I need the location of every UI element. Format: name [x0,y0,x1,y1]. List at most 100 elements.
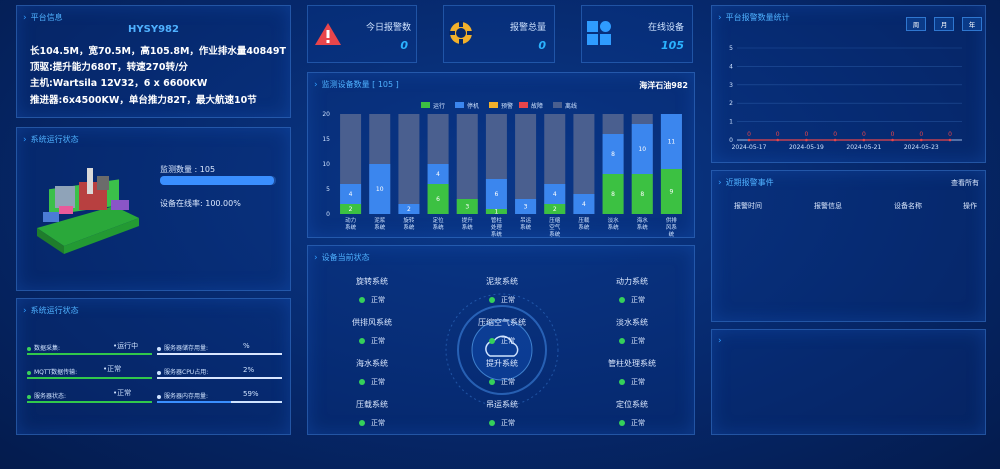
column-header: 报警时间 [734,202,762,210]
x-tick-label: 旋转 [403,216,415,224]
device-name: 吊运系统 [486,400,518,409]
device-status-item[interactable]: 泥浆系统 正常 [442,276,562,305]
alarm-data-point [891,138,894,142]
alarm-data-point [948,138,952,142]
x-tick-label: 系统 [374,223,386,231]
current-status-title: › 设备当前状态 [314,252,370,263]
bar-segment-stop [602,134,624,174]
view-all-link[interactable]: 查看所有 [951,179,979,187]
bar-value-label: 3 [465,204,469,211]
y-tick-label: 5 [326,186,330,193]
status-row-label: 数据采集: [27,343,60,352]
status-dot-icon [489,338,495,344]
x-tick-label: 系统 [462,223,474,231]
extra-panel-title: › [718,336,722,346]
range-year-button[interactable]: 年 [962,17,982,31]
table-header: 报警时间 报警信息 设备名称 操作 [712,201,985,213]
device-status-item[interactable]: 压缩空气系统 正常 [442,317,562,346]
y-tick-label: 0 [326,211,330,218]
platform-info-line: 主机:Wartsila 12V32，6 x 6600KW [30,78,208,89]
system-status-title: › 系统运行状态 [23,305,79,316]
bar-segment-stop [485,179,507,209]
status-row-label: MQTT数据传输: [27,367,77,376]
current-status-panel: › 设备当前状态 旋转系统 正常 泥浆系统 正常 动力系统 正常 供排风系统 正常 压缩空气系统正… [307,245,695,435]
device-status-item[interactable]: 压载系统 正常 [312,399,432,428]
bar-segment-offline [398,114,420,214]
resource-row-value: 2% [243,366,255,374]
status-dot-icon [27,346,31,351]
range-month-button[interactable]: 月 [934,17,954,31]
x-tick-label: 系统 [345,223,357,231]
bar-segment-stop [660,114,682,169]
y-tick-label: 0 [729,137,733,144]
bar-segment-stop [369,164,391,214]
status-underline [27,401,152,403]
device-state: 正常 [572,336,692,346]
x-tick-label: 压缩 [549,216,561,224]
x-tick-label: 系统 [637,223,649,231]
status-dot-icon [27,370,31,375]
device-state: 正常 [572,377,692,387]
y-tick-label: 20 [322,111,330,118]
bar-value-label: 11 [668,139,676,146]
chevron-right-icon: › [23,305,27,316]
kpi-label: 今日报警数 [366,23,412,33]
alarm-data-label: 0 [805,131,809,138]
extra-panel: › [711,329,986,435]
device-status-item[interactable]: 吊运系统 正常 [442,399,562,428]
range-week-button[interactable]: 周 [906,17,926,31]
bar-segment-run [631,174,653,214]
bar-segment-stop [515,199,537,214]
device-status-item[interactable]: 淡水系统 正常 [572,317,692,346]
bar-value-label: 10 [376,186,384,193]
device-state: 正常 [442,336,562,346]
x-tick-label: 系统 [549,230,561,238]
bar-value-label: 2 [407,206,411,213]
resource-usage-bar [157,401,231,403]
lifebuoy-icon [449,21,473,45]
device-status-item[interactable]: 供排风系统 正常 [312,317,432,346]
device-status-item[interactable]: 提升系统 正常 [442,358,562,387]
bar-segment-run [602,174,624,214]
device-status-item[interactable]: 定位系统 正常 [572,399,692,428]
bar-segment-run [427,184,449,214]
monitor-count-bar [160,176,276,185]
alarm-data-point [833,138,837,142]
status-row-value: •运行中 [113,342,139,350]
chevron-right-icon: › [23,134,27,145]
resource-usage-bar [157,377,282,379]
x-tick-label: 2024-05-21 [846,144,881,151]
bar-value-label: 8 [611,151,615,158]
device-name: 定位系统 [616,400,648,409]
device-name: 海水系统 [356,359,388,368]
device-status-item[interactable]: 海水系统 正常 [312,358,432,387]
system-status-panel: › 系统运行状态 数据采集: •运行中 服务器储存用量: % MQTT数据传输: … [16,298,291,435]
device-state: 正常 [312,336,432,346]
bar-value-label: 3 [524,204,528,211]
y-tick-label: 4 [729,63,733,70]
y-tick-label: 10 [322,161,330,168]
device-state: 正常 [442,377,562,387]
x-tick-label: 2024-05-19 [789,144,824,151]
bar-value-label: 4 [553,191,557,198]
status-dot-icon [619,420,625,426]
bar-value-label: 6 [495,191,499,198]
device-status-item[interactable]: 旋转系统 正常 [312,276,432,305]
device-status-item[interactable]: 动力系统 正常 [572,276,692,305]
y-tick-label: 1 [729,119,733,126]
status-dot-icon [157,370,161,375]
device-state: 正常 [312,377,432,387]
x-tick-label: 泥浆 [374,216,386,224]
kpi-alarm-total: 报警总量 0 [443,5,555,63]
bar-segment-run [660,169,682,214]
x-tick-label: 系统 [403,223,415,231]
legend-swatch [421,102,430,108]
device-name: 供排风系统 [352,318,392,327]
device-grid-icon [587,21,611,45]
x-tick-label: 风系 [666,223,678,231]
device-status-item[interactable]: 管柱处理系统 正常 [572,358,692,387]
legend-label: 运行 [433,102,445,110]
device-name: 管柱处理系统 [608,359,656,368]
resource-row-value: 59% [243,390,259,398]
